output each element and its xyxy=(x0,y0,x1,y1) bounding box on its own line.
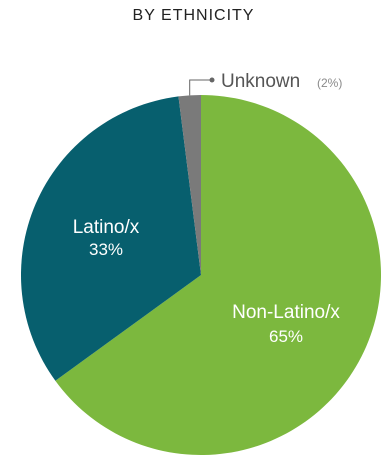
slice-label-non-latino-x: Non-Latino/x xyxy=(232,302,340,323)
pie-slice-non-latino-x xyxy=(55,95,382,456)
slice-label-unknown: Unknown xyxy=(221,71,300,92)
slice-value-unknown: (2%) xyxy=(317,76,342,90)
pie-slice-latino-x xyxy=(21,96,201,381)
pie-slices xyxy=(21,95,382,456)
slice-value-non-latino-x: 65% xyxy=(269,327,303,346)
callout-dot-unknown xyxy=(209,77,215,83)
slice-value-latino-x: 33% xyxy=(89,240,123,259)
chart-title: BY ETHNICITY xyxy=(132,7,255,24)
pie-labels: Non-Latino/x 65% Latino/x 33% Unknown (2%) xyxy=(73,71,343,346)
slice-label-latino-x: Latino/x xyxy=(73,217,140,238)
pie-slice-unknown xyxy=(178,95,201,275)
callout-line-unknown xyxy=(189,79,212,96)
